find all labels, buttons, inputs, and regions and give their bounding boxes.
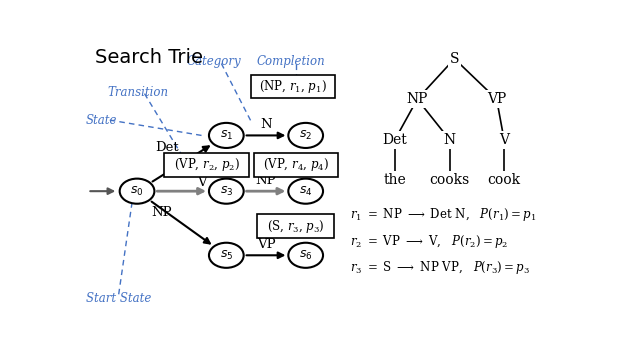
- Text: $s_0$: $s_0$: [131, 185, 144, 198]
- Text: $s_4$: $s_4$: [299, 185, 312, 198]
- FancyBboxPatch shape: [164, 153, 248, 177]
- Text: State: State: [86, 114, 118, 127]
- Text: V: V: [196, 176, 206, 189]
- Text: VP: VP: [487, 92, 506, 106]
- Text: $s_3$: $s_3$: [220, 185, 233, 198]
- Text: $r_2$ $=$ VP $\longrightarrow$ V,   $P(r_2) = p_2$: $r_2$ $=$ VP $\longrightarrow$ V, $P(r_2…: [350, 233, 508, 250]
- Text: N: N: [444, 132, 456, 147]
- Text: $r_1$ $=$ NP $\longrightarrow$ Det N,   $P(r_1) = p_1$: $r_1$ $=$ NP $\longrightarrow$ Det N, $P…: [350, 206, 536, 223]
- Text: (S, $r_3$, $p_3$): (S, $r_3$, $p_3$): [267, 218, 324, 235]
- Ellipse shape: [209, 178, 244, 204]
- Text: V: V: [499, 132, 509, 147]
- Text: (VP, $r_4$, $p_4$): (VP, $r_4$, $p_4$): [263, 156, 329, 173]
- Ellipse shape: [288, 243, 323, 268]
- Text: (VP, $r_2$, $p_2$): (VP, $r_2$, $p_2$): [173, 156, 239, 173]
- FancyBboxPatch shape: [253, 153, 338, 177]
- Text: Start State: Start State: [86, 292, 151, 305]
- Ellipse shape: [288, 178, 323, 204]
- Text: Search Trie: Search Trie: [95, 48, 203, 67]
- Text: $s_6$: $s_6$: [299, 249, 312, 262]
- Text: (NP, $r_1$, $p_1$): (NP, $r_1$, $p_1$): [259, 78, 327, 95]
- Text: $s_5$: $s_5$: [220, 249, 233, 262]
- FancyBboxPatch shape: [257, 214, 334, 238]
- Ellipse shape: [288, 123, 323, 148]
- FancyBboxPatch shape: [251, 75, 335, 98]
- Text: the: the: [383, 173, 406, 187]
- Ellipse shape: [120, 178, 154, 204]
- Ellipse shape: [209, 243, 244, 268]
- Text: $s_2$: $s_2$: [299, 129, 312, 142]
- Text: cook: cook: [488, 173, 521, 187]
- Text: NP: NP: [256, 173, 276, 186]
- Text: S: S: [450, 52, 460, 66]
- Ellipse shape: [209, 123, 244, 148]
- Text: NP: NP: [152, 206, 172, 219]
- Text: Completion: Completion: [256, 55, 325, 68]
- Text: $r_3$ $=$ S $\longrightarrow$ NP VP,   $P(r_3) = p_3$: $r_3$ $=$ S $\longrightarrow$ NP VP, $P(…: [350, 259, 530, 276]
- Text: NP: NP: [406, 92, 428, 106]
- Text: Det: Det: [383, 132, 407, 147]
- Text: Det: Det: [155, 142, 179, 155]
- Text: N: N: [260, 118, 272, 131]
- Text: $s_1$: $s_1$: [220, 129, 233, 142]
- Text: cooks: cooks: [429, 173, 470, 187]
- Text: Transition: Transition: [108, 86, 168, 99]
- Text: VP: VP: [257, 237, 275, 251]
- Text: Category: Category: [187, 55, 241, 68]
